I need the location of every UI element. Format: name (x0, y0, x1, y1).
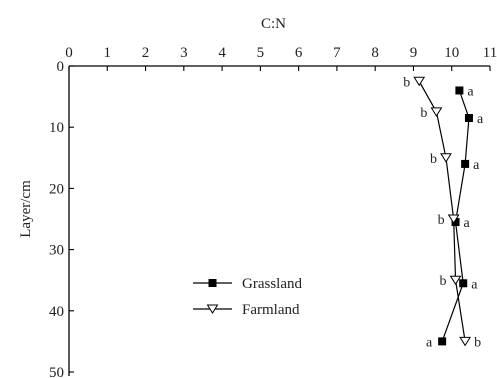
data-point-farmland (414, 77, 424, 85)
data-label-farmland: b (438, 213, 445, 228)
data-point-grassland (460, 280, 467, 287)
y-tick-label: 40 (49, 304, 64, 320)
x-tick-label: 4 (218, 45, 226, 61)
y-axis-title: Layer/cm (18, 180, 34, 238)
y-tick-label: 0 (57, 59, 65, 75)
x-tick-label: 3 (180, 45, 188, 61)
x-axis-title: C:N (261, 16, 286, 32)
x-tick-label: 1 (104, 45, 112, 61)
legend: Grassland Farmland (193, 276, 302, 318)
legend-label-grassland: Grassland (242, 276, 302, 292)
data-point-grassland (465, 115, 472, 122)
data-label-grassland: a (473, 158, 480, 173)
x-tick-label: 9 (410, 45, 418, 61)
data-point-farmland (431, 108, 441, 116)
data-label-grassland: a (471, 277, 478, 292)
y-tick-label: 30 (49, 243, 64, 259)
data-point-farmland (441, 154, 451, 162)
data-point-farmland (460, 337, 470, 345)
data-label-farmland: b (420, 106, 427, 121)
y-tick-label: 10 (49, 120, 64, 136)
ticks: 0 1 2 3 4 5 6 7 8 9 10 11 0 10 20 30 40 50 (49, 45, 497, 378)
data-label-farmland: b (440, 274, 447, 289)
data-point-grassland (462, 160, 469, 167)
data-label-grassland: a (426, 335, 433, 350)
y-tick-label: 50 (49, 365, 64, 378)
y-tick-label: 20 (49, 181, 64, 197)
data-label-grassland: a (464, 216, 471, 231)
data-label-farmland: b (403, 75, 410, 90)
x-tick-label: 6 (295, 45, 303, 61)
x-tick-label: 0 (65, 45, 73, 61)
data-point-grassland (439, 338, 446, 345)
data-point-grassland (456, 87, 463, 94)
legend-marker-grassland (209, 280, 216, 287)
x-tick-label: 2 (142, 45, 150, 61)
data-label-farmland: b (474, 335, 481, 350)
x-tick-label: 5 (257, 45, 265, 61)
x-tick-label: 10 (444, 45, 459, 61)
x-tick-label: 7 (333, 45, 341, 61)
data-label-grassland: a (467, 84, 474, 99)
legend-label-farmland: Farmland (242, 302, 300, 318)
data-point-farmland (451, 276, 461, 284)
data-label-grassland: a (477, 112, 484, 127)
x-tick-label: 11 (483, 45, 497, 61)
data-label-farmland: b (430, 152, 437, 167)
x-tick-label: 8 (371, 45, 379, 61)
